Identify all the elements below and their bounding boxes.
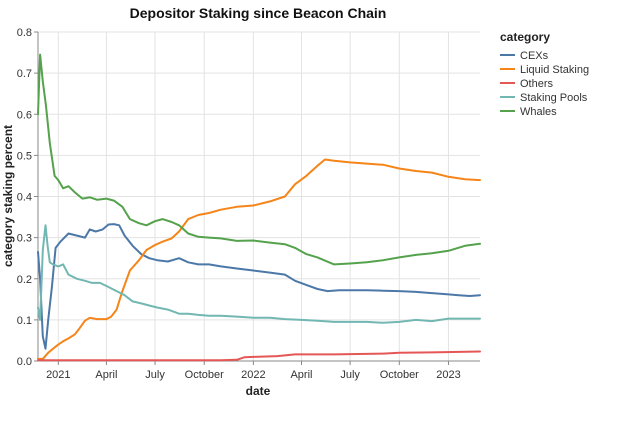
grid [38, 31, 480, 362]
x-tick-label: July [340, 369, 360, 381]
x-tick-label: 2021 [46, 369, 70, 381]
chart-title: Depositor Staking since Beacon Chain [130, 5, 387, 21]
legend: category CEXs Liquid Staking Others Staking… [500, 30, 589, 118]
series-lines [37, 53, 481, 362]
x-tick-label: April [290, 369, 312, 381]
x-tick-label: October [185, 369, 224, 381]
y-tick-label: 0.0 [17, 356, 32, 368]
y-tick-label: 0.7 [17, 68, 32, 80]
y-tick-label: 0.3 [17, 233, 32, 245]
series-line-others [37, 350, 481, 362]
legend-label-staking-pools: Staking Pools [520, 92, 588, 104]
series-line-cexs [37, 223, 481, 350]
legend-items: CEXs Liquid Staking Others Staking Pools Wha… [500, 50, 589, 118]
x-axis-title: date [246, 384, 271, 398]
legend-title: category [500, 30, 550, 44]
y-tick-label: 0.5 [17, 150, 32, 162]
x-tick-label: July [145, 369, 165, 381]
y-tick-label: 0.1 [17, 315, 32, 327]
legend-label-cexs: CEXs [520, 50, 549, 62]
y-tick-label: 0.4 [17, 192, 32, 204]
series-line-staking-pools [37, 224, 481, 324]
y-tick-label: 0.2 [17, 274, 32, 286]
x-tick-label: 2023 [436, 369, 460, 381]
y-tick-label: 0.6 [17, 109, 32, 121]
x-tick-label: April [95, 369, 117, 381]
legend-label-liquid-staking: Liquid Staking [520, 64, 589, 76]
axes: 0.0 0.1 0.2 0.3 0.4 0.5 0.6 0.7 0.8 2021 April July… [17, 27, 480, 381]
x-tick-label: October [380, 369, 419, 381]
y-tick-label: 0.8 [17, 27, 32, 39]
y-axis-title: category staking percent [1, 125, 15, 267]
legend-label-others: Others [520, 78, 554, 90]
x-tick-label: 2022 [241, 369, 265, 381]
legend-label-whales: Whales [520, 106, 557, 118]
series-line-whales [37, 53, 481, 266]
series-line-liquid-staking [37, 158, 481, 360]
